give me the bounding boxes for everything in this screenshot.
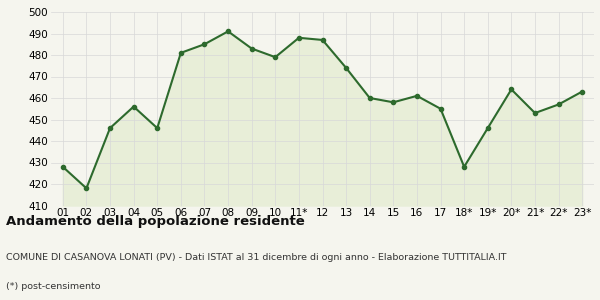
Text: (*) post-censimento: (*) post-censimento: [6, 282, 101, 291]
Text: COMUNE DI CASANOVA LONATI (PV) - Dati ISTAT al 31 dicembre di ogni anno - Elabor: COMUNE DI CASANOVA LONATI (PV) - Dati IS…: [6, 254, 506, 262]
Text: Andamento della popolazione residente: Andamento della popolazione residente: [6, 214, 305, 227]
